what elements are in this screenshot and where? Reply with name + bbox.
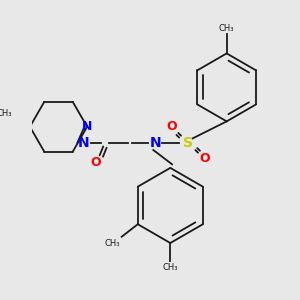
Text: CH₃: CH₃ [163,263,178,272]
Text: S: S [183,136,193,150]
Text: N: N [82,120,92,133]
Text: CH₃: CH₃ [104,238,120,247]
Text: N: N [149,136,161,150]
Text: CH₃: CH₃ [219,24,234,33]
Text: O: O [199,152,210,165]
Text: O: O [167,120,177,133]
Text: O: O [91,156,101,169]
Text: CH₃: CH₃ [0,109,12,118]
Text: N: N [78,136,89,150]
